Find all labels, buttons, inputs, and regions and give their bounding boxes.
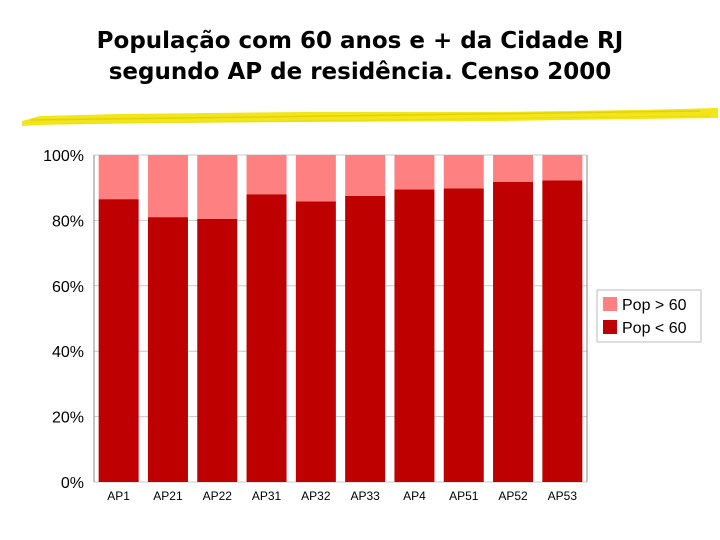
bar-segment-over-60 [98,155,139,200]
bar-segment-under-60 [295,201,336,482]
x-tick-label: AP1 [107,489,130,503]
y-tick-label: 0% [61,475,84,492]
legend-label: Pop < 60 [622,320,687,337]
bar-segment-over-60 [394,155,435,190]
x-tick-label: AP22 [203,489,233,503]
bar-segment-over-60 [542,155,583,181]
y-tick-label: 80% [52,213,84,230]
x-tick-label: AP21 [153,489,183,503]
bars [98,155,583,483]
x-axis: AP1 AP21 AP22 AP31 AP32 AP33 AP4 AP51 AP52 AP53 [107,489,577,503]
bar-segment-under-60 [493,181,534,482]
y-axis: 0% 20% 40% 60% 80% 100% [43,148,588,492]
bar-segment-over-60 [295,155,336,202]
bar-segment-under-60 [542,180,583,483]
x-tick-label: AP33 [350,489,380,503]
bar-segment-over-60 [345,155,386,196]
legend-swatch [603,297,617,311]
bar-segment-under-60 [147,217,188,482]
bar-segment-under-60 [98,199,139,482]
x-tick-label: AP32 [301,489,331,503]
y-tick-label: 60% [52,279,84,296]
bar-segment-under-60 [246,194,287,483]
bar-segment-under-60 [345,195,386,482]
title-line-1: População com 60 anos e + da Cidade RJ [96,28,624,54]
bar-segment-over-60 [246,155,287,195]
x-tick-label: AP53 [548,489,578,503]
title-line-2: segundo AP de residência. Censo 2000 [108,59,612,85]
y-tick-label: 20% [52,410,84,427]
y-tick-label: 100% [43,148,84,165]
bar-segment-over-60 [493,155,534,182]
legend: Pop > 60 Pop < 60 [596,289,702,343]
bar-segment-under-60 [197,218,238,482]
bar-segment-under-60 [394,189,435,482]
chart-title: População com 60 anos e + da Cidade RJ s… [0,26,720,88]
bar-segment-under-60 [443,188,484,482]
x-tick-label: AP51 [449,489,479,503]
legend-swatch [603,320,617,334]
bar-segment-over-60 [197,155,238,219]
x-tick-label: AP4 [403,489,426,503]
x-tick-label: AP31 [252,489,282,503]
x-tick-label: AP52 [498,489,528,503]
title-underline-decoration [22,108,718,126]
legend-label: Pop > 60 [622,297,687,314]
y-tick-label: 40% [52,344,84,361]
bar-segment-over-60 [147,155,188,218]
bar-segment-over-60 [443,155,484,189]
